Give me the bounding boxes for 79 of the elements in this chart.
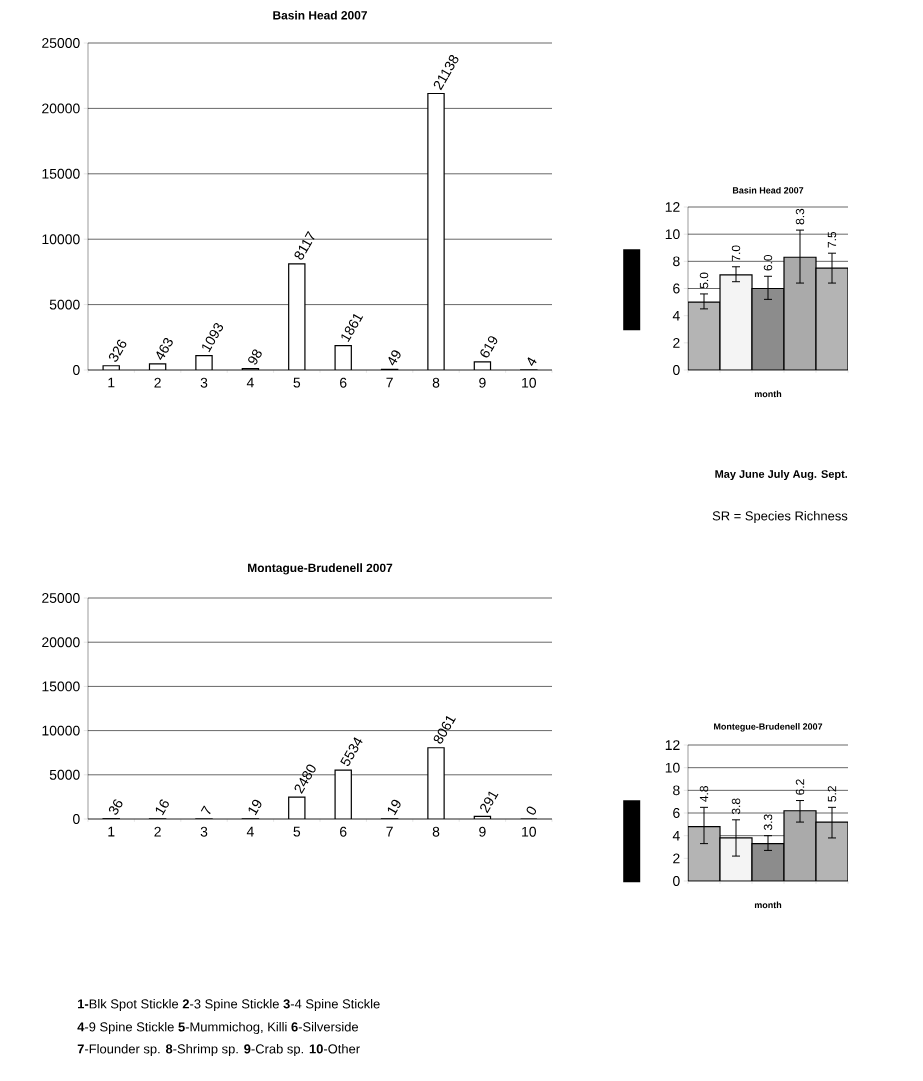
x-tick-label: 3 bbox=[200, 377, 208, 388]
x-tick-label: 2 bbox=[154, 826, 161, 837]
y-tick-label: 0 bbox=[673, 365, 680, 375]
data-label: 36 bbox=[108, 799, 123, 815]
x-tick-label: 6 bbox=[340, 377, 347, 388]
chart-title: Basin Head 2007 bbox=[732, 186, 804, 194]
y-tick-label: 6 bbox=[673, 808, 680, 818]
x-tick-label: 5 bbox=[293, 377, 301, 388]
x-tick-label: 10 bbox=[522, 377, 537, 388]
data-label: 6.0 bbox=[763, 254, 773, 271]
y-tick-label: 0 bbox=[73, 814, 80, 824]
text: SR = Species Richness bbox=[712, 510, 848, 524]
y-tick-label: 8 bbox=[673, 785, 680, 796]
data-label: 49 bbox=[388, 350, 401, 366]
x-axis-title: month bbox=[754, 901, 782, 909]
data-label: 619 bbox=[480, 336, 498, 358]
text: May June July Aug. Sept. bbox=[715, 469, 848, 481]
y-tick-label: 6 bbox=[673, 283, 680, 294]
y-tick-label: 5000 bbox=[49, 769, 80, 780]
x-tick-label: 7 bbox=[386, 377, 393, 388]
chart-title: Montegue-Brudenell 2007 bbox=[714, 723, 823, 732]
data-label: 5.0 bbox=[699, 272, 709, 289]
x-tick-label: 9 bbox=[479, 826, 486, 837]
text: 7-Flounder sp. 8-Shrimp sp. 9-Crab sp. 10-Other bbox=[77, 1043, 360, 1057]
y-tick-label: 10000 bbox=[42, 234, 80, 245]
y-tick-label: 20000 bbox=[42, 103, 80, 114]
y-tick-label: 25000 bbox=[42, 593, 80, 603]
x-tick-label: 7 bbox=[386, 826, 393, 837]
text: 4-9 Spine Stickle 5-Mummichog, Killi 6-Silverside bbox=[77, 1021, 359, 1035]
y-tick-label: 0 bbox=[673, 876, 680, 886]
data-label: 7.0 bbox=[731, 245, 741, 261]
x-tick-label: 8 bbox=[432, 377, 440, 388]
x-tick-label: 5 bbox=[293, 826, 301, 837]
x-tick-label: 4 bbox=[246, 377, 254, 388]
data-label: 19 bbox=[387, 799, 401, 816]
chart-title: Montague-Brudenell 2007 bbox=[248, 563, 393, 575]
x-tick-label: 8 bbox=[432, 826, 440, 837]
y-tick-label: 8 bbox=[673, 256, 680, 267]
y-tick-label: 4 bbox=[672, 310, 680, 321]
chart-title: Basin Head 2007 bbox=[273, 10, 367, 20]
data-label: 3.8 bbox=[731, 798, 741, 815]
data-label: 463 bbox=[156, 337, 173, 360]
y-tick-label: 10 bbox=[665, 229, 680, 240]
data-label: 7.5 bbox=[827, 231, 837, 248]
y-tick-label: 12 bbox=[665, 202, 680, 212]
x-tick-label: 6 bbox=[340, 826, 347, 837]
y-tick-label: 25000 bbox=[42, 38, 80, 48]
data-label: 5.2 bbox=[827, 786, 837, 802]
data-label: 6.2 bbox=[795, 779, 805, 795]
x-tick-label: 4 bbox=[246, 826, 254, 837]
data-label: 19 bbox=[248, 799, 262, 816]
data-label: 16 bbox=[155, 799, 169, 816]
x-tick-label: 1 bbox=[108, 377, 115, 388]
data-label: 7 bbox=[200, 805, 211, 815]
y-tick-label: 20000 bbox=[42, 637, 80, 648]
data-label: 4.8 bbox=[699, 786, 709, 802]
y-tick-label: 0 bbox=[73, 365, 80, 375]
y-tick-label: 15000 bbox=[42, 168, 80, 179]
x-tick-label: 9 bbox=[479, 377, 486, 388]
y-tick-label: 10 bbox=[665, 762, 680, 773]
x-tick-label: 1 bbox=[108, 826, 115, 837]
x-tick-label: 3 bbox=[200, 826, 208, 837]
data-label: 326 bbox=[108, 339, 127, 362]
data-label: 291 bbox=[480, 791, 499, 814]
y-tick-label: 2 bbox=[673, 337, 680, 348]
data-label: 0 bbox=[526, 806, 537, 815]
data-label: 8.3 bbox=[795, 208, 805, 225]
data-label: 98 bbox=[248, 349, 262, 365]
x-tick-label: 2 bbox=[154, 377, 161, 388]
y-tick-label: 2 bbox=[673, 853, 680, 864]
y-tick-label: 12 bbox=[665, 740, 680, 750]
text: 1-Blk Spot Stickle 2-3 Spine Stickle 3-4 Spine Stickle bbox=[78, 998, 380, 1012]
data-label: 3.3 bbox=[763, 814, 773, 831]
y-tick-label: 5000 bbox=[49, 299, 80, 310]
x-tick-label: 10 bbox=[522, 826, 537, 837]
data-label: 4 bbox=[527, 357, 537, 366]
y-tick-label: 10000 bbox=[42, 725, 80, 736]
y-tick-label: 15000 bbox=[42, 681, 80, 692]
x-axis-title: month bbox=[754, 390, 782, 398]
